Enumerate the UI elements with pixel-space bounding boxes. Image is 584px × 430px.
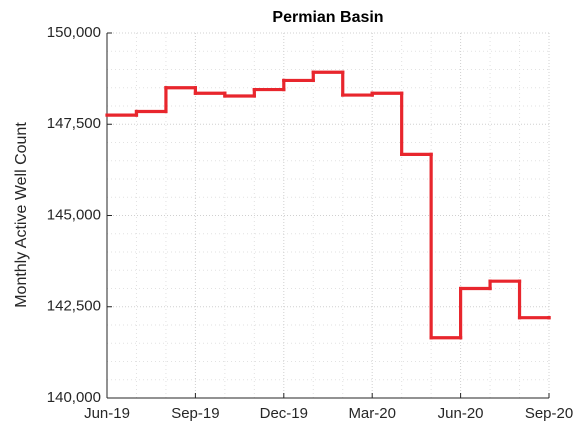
x-tick-label: Jun-19 [84,405,130,422]
x-tick-label: Jun-20 [438,405,484,422]
x-tick-label: Mar-20 [348,405,396,422]
x-tick-label: Dec-19 [260,405,308,422]
chart-title: Permian Basin [272,9,383,26]
y-tick-label: 142,500 [47,298,101,315]
y-tick-label: 150,000 [47,24,101,41]
y-tick-label: 145,000 [47,206,101,223]
y-tick-label: 147,500 [47,115,101,132]
x-tick-label: Sep-19 [171,405,219,422]
y-axis-label: Monthly Active Well Count [13,122,30,308]
x-tick-label: Sep-20 [525,405,573,422]
y-tick-label: 140,000 [47,389,101,406]
